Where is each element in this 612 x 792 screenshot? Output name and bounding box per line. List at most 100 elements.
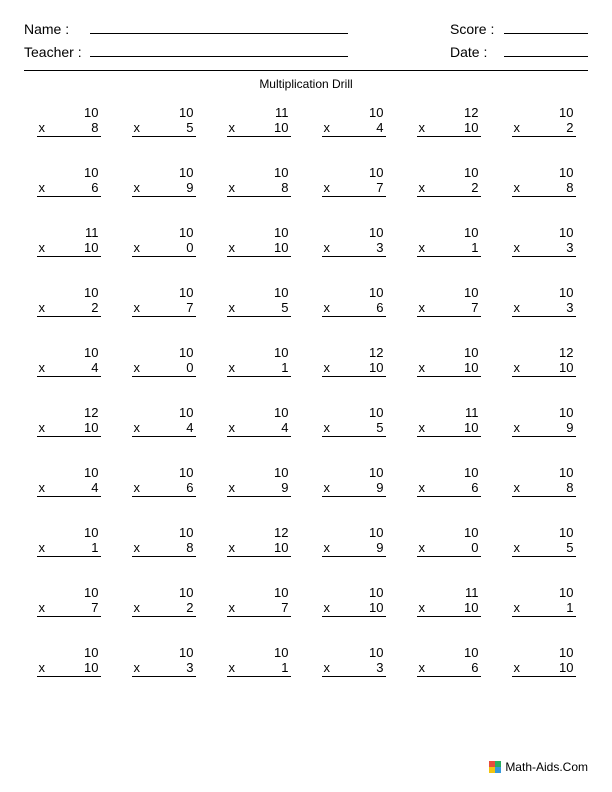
multiplier-row: x6 <box>417 480 481 497</box>
multiplicand: 11 <box>417 585 481 600</box>
multiplier-row: x10 <box>322 360 386 377</box>
multiplicand: 10 <box>512 645 576 660</box>
operator: x <box>514 180 526 195</box>
operator: x <box>419 420 431 435</box>
multiplicand: 10 <box>322 525 386 540</box>
operator: x <box>324 600 336 615</box>
multiplicand: 10 <box>417 525 481 540</box>
multiplier: 4 <box>91 480 98 495</box>
problem: 10x1 <box>512 585 576 617</box>
operator: x <box>419 540 431 555</box>
teacher-label: Teacher : <box>24 44 82 60</box>
footer-icon-quad <box>495 767 501 773</box>
multiplicand: 10 <box>37 105 101 120</box>
multiplicand: 10 <box>512 585 576 600</box>
multiplier-row: x5 <box>512 540 576 557</box>
problem: 10x3 <box>132 645 196 677</box>
multiplier: 5 <box>281 300 288 315</box>
multiplier-row: x7 <box>417 300 481 317</box>
operator: x <box>134 660 146 675</box>
multiplicand: 10 <box>227 225 291 240</box>
multiplier: 3 <box>376 660 383 675</box>
operator: x <box>419 180 431 195</box>
problem: 10x4 <box>132 405 196 437</box>
score-row: Score : <box>450 20 588 37</box>
problem: 10x0 <box>417 525 481 557</box>
multiplier-row: x10 <box>322 600 386 617</box>
problem: 10x10 <box>37 645 101 677</box>
multiplier-row: x9 <box>322 480 386 497</box>
operator: x <box>514 600 526 615</box>
problem: 10x8 <box>132 525 196 557</box>
multiplicand: 10 <box>417 345 481 360</box>
problem: 10x3 <box>512 285 576 317</box>
multiplier-row: x0 <box>132 360 196 377</box>
name-line <box>90 20 348 34</box>
operator: x <box>514 300 526 315</box>
multiplier: 10 <box>464 420 478 435</box>
problem: 10x2 <box>37 285 101 317</box>
multiplicand: 10 <box>512 285 576 300</box>
operator: x <box>134 600 146 615</box>
multiplier: 6 <box>186 480 193 495</box>
problem: 11x 10 <box>417 405 481 437</box>
multiplier: 8 <box>566 480 573 495</box>
multiplier: 7 <box>376 180 383 195</box>
multiplier-row: x2 <box>417 180 481 197</box>
multiplicand: 10 <box>227 285 291 300</box>
multiplier: 2 <box>471 180 478 195</box>
multiplier: 8 <box>281 180 288 195</box>
multiplicand: 10 <box>132 525 196 540</box>
multiplier-row: x 10 <box>417 420 481 437</box>
operator: x <box>514 660 526 675</box>
problem: 10x1 <box>37 525 101 557</box>
multiplicand: 11 <box>417 405 481 420</box>
operator: x <box>134 360 146 375</box>
name-row: Name : <box>24 20 348 37</box>
operator: x <box>39 480 51 495</box>
multiplier: 1 <box>281 660 288 675</box>
multiplier: 10 <box>559 360 573 375</box>
multiplicand: 10 <box>132 105 196 120</box>
problem: 10x9 <box>227 465 291 497</box>
multiplier: 2 <box>91 300 98 315</box>
problem: 10x8 <box>227 165 291 197</box>
multiplier-row: x6 <box>37 180 101 197</box>
multiplier-row: x10 <box>227 120 291 137</box>
multiplier: 10 <box>274 120 288 135</box>
multiplier: 1 <box>91 540 98 555</box>
problem: 10x4 <box>37 465 101 497</box>
multiplier-row: x4 <box>132 420 196 437</box>
multiplier-row: x9 <box>322 540 386 557</box>
multiplicand: 10 <box>417 165 481 180</box>
header-right: Score : Date : <box>450 20 588 60</box>
multiplier-row: x3 <box>512 300 576 317</box>
multiplier: 4 <box>186 420 193 435</box>
multiplicand: 10 <box>322 285 386 300</box>
operator: x <box>324 300 336 315</box>
score-label: Score : <box>450 21 496 37</box>
problem: 11x10 <box>417 585 481 617</box>
problem: 10x7 <box>37 585 101 617</box>
date-label: Date : <box>450 44 496 60</box>
problem: 10x10 <box>417 345 481 377</box>
multiplicand: 10 <box>132 345 196 360</box>
multiplicand: 10 <box>417 225 481 240</box>
operator: x <box>229 420 241 435</box>
operator: x <box>39 420 51 435</box>
multiplier: 10 <box>274 240 288 255</box>
multiplicand: 10 <box>322 645 386 660</box>
multiplicand: 12 <box>417 105 481 120</box>
operator: x <box>134 300 146 315</box>
multiplier-row: x3 <box>132 660 196 677</box>
multiplier: 9 <box>376 540 383 555</box>
multiplicand: 10 <box>512 405 576 420</box>
problem: 10x1 <box>417 225 481 257</box>
multiplier-row: x1 <box>227 660 291 677</box>
multiplicand: 10 <box>132 165 196 180</box>
problem: 10x9 <box>322 465 386 497</box>
multiplier: 6 <box>376 300 383 315</box>
multiplicand: 10 <box>227 345 291 360</box>
problem: 10x9 <box>322 525 386 557</box>
operator: x <box>39 600 51 615</box>
